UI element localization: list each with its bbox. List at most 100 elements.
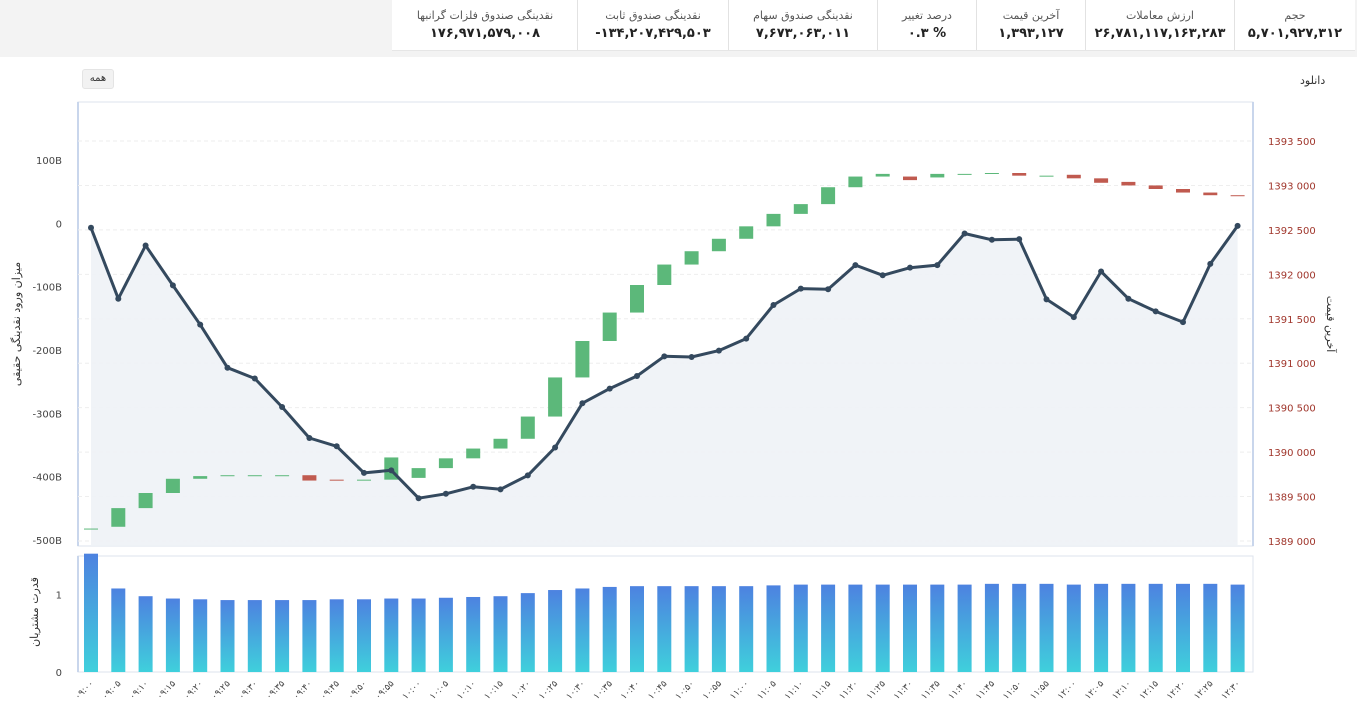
flow-point [988, 236, 995, 243]
buyer-power-bar [1148, 583, 1163, 672]
right-tick-label: 1393 500 [1268, 137, 1316, 148]
buyer-power-bar [903, 584, 917, 672]
left-tick-label: -300B [32, 409, 62, 420]
stat-label: نقدینگی صندوق فلزات گرانبها [416, 9, 554, 22]
x-tick-label: ۱۰:۲۵ [537, 679, 560, 702]
candle [275, 475, 290, 477]
candle [466, 448, 481, 459]
candle [302, 475, 317, 481]
candle [766, 213, 781, 227]
stat-equity-fund: نقدینگی صندوق سهام ۷,۶۷۳,۰۶۳,۰۱۱ [728, 0, 877, 50]
x-tick-label: ۰۹:۳۵ [264, 679, 287, 702]
right-tick-label: 1390 000 [1268, 448, 1316, 459]
candle [848, 176, 863, 188]
candle [1148, 185, 1163, 189]
candle [711, 238, 726, 252]
buyer-power-bar [957, 584, 972, 672]
buyer-power-bar [657, 586, 672, 672]
stat-label: حجم [1284, 9, 1306, 22]
x-tick-label: ۱۲:۰۵ [1083, 679, 1106, 702]
right-tick-label: 1389 000 [1268, 537, 1316, 548]
buyer-power-bar [302, 600, 317, 672]
buyer-power-bar [1039, 583, 1054, 672]
buyer-power-bar [1176, 583, 1190, 672]
stat-value: -۱۳۴,۲۰۷,۴۲۹,۵۰۳ [595, 26, 711, 41]
candle [84, 528, 98, 530]
x-tick-label: ۰۹:۲۵ [210, 679, 233, 702]
candle [411, 468, 426, 478]
flow-point [934, 262, 941, 269]
x-tick-label: ۰۹:۰۰ [73, 679, 96, 702]
x-tick-label: ۱۰:۴۵ [647, 679, 670, 702]
flow-point [797, 285, 804, 292]
x-tick-label: ۱۰:۱۵ [483, 679, 506, 702]
stat-label: درصد تغییر [902, 9, 952, 22]
candle [520, 416, 535, 439]
stat-metals-fund: نقدینگی صندوق فلزات گرانبها ۱۷۶,۹۷۱,۵۷۹,… [393, 0, 577, 50]
x-tick-label: ۱۰:۲۰ [510, 679, 533, 702]
left-tick-label: -100B [32, 283, 62, 294]
candle [1094, 178, 1109, 183]
flow-point [415, 495, 422, 502]
flow-point [1070, 314, 1077, 321]
buyer-power-bar [1066, 584, 1081, 672]
x-tick-label: ۰۹:۰۵ [101, 679, 124, 702]
flow-point [361, 469, 367, 476]
x-tick-label: ۱۱:۱۰ [783, 679, 806, 702]
x-tick-label: ۱۰:۵۵ [701, 679, 724, 702]
candle [575, 341, 590, 378]
right-tick-label: 1393 000 [1268, 181, 1316, 192]
stat-trade-value: ارزش معاملات ۲۶,۷۸۱,۱۱۷,۱۶۳,۲۸۳ [1085, 0, 1234, 50]
x-tick-label: ۱۱:۵۵ [1029, 679, 1052, 702]
x-tick-label: ۰۹:۵۰ [346, 679, 369, 702]
candle [493, 438, 508, 449]
bar-tick-label: 1 [56, 591, 62, 602]
right-tick-label: 1391 000 [1268, 359, 1316, 370]
buyer-power-bar [111, 588, 126, 672]
all-range-button[interactable]: همه [82, 69, 114, 89]
candle [930, 173, 945, 178]
flow-point [852, 262, 859, 269]
x-tick-label: ۱۰:۱۰ [455, 679, 478, 702]
buyer-power-bar [247, 600, 262, 672]
flow-point [606, 385, 613, 392]
candle [602, 312, 617, 341]
buyer-power-bar [766, 585, 781, 672]
flow-point [524, 472, 531, 479]
flow-point [1180, 319, 1186, 326]
flow-point [1125, 295, 1132, 302]
left-tick-label: 100B [36, 156, 62, 167]
flow-point [770, 302, 777, 309]
right-axis-label: آخرین قیمت [1324, 296, 1338, 354]
flow-point [1152, 308, 1159, 315]
buyer-power-bar [193, 599, 208, 672]
candle [220, 475, 235, 477]
x-tick-label: ۱۰:۳۰ [565, 679, 588, 702]
buyer-power-bar [329, 599, 344, 672]
stat-label: آخرین قیمت [1002, 9, 1060, 22]
download-link[interactable]: دانلود [1300, 74, 1326, 87]
right-tick-label: 1390 500 [1268, 404, 1316, 415]
buyer-power-bar [466, 596, 481, 672]
right-tick-label: 1389 500 [1268, 493, 1316, 504]
candle [684, 251, 699, 265]
buyer-power-bar [711, 586, 726, 672]
flow-point [197, 321, 204, 328]
flow-point [333, 443, 340, 450]
candle [1230, 195, 1245, 197]
candle [903, 176, 917, 181]
stat-value: ۲۶,۷۸۱,۱۱۷,۱۶۳,۲۸۳ [1094, 26, 1226, 41]
stat-change-percent: درصد تغییر ۰.۳ % [877, 0, 976, 50]
candle [821, 187, 836, 205]
x-tick-label: ۱۰:۳۵ [592, 679, 615, 702]
flow-point [634, 372, 640, 379]
candle [1039, 175, 1054, 177]
buyer-power-bar [1230, 584, 1245, 672]
x-tick-label: ۱۰:۵۰ [674, 679, 697, 702]
x-tick-label: ۰۹:۳۰ [237, 679, 260, 702]
candle [1176, 189, 1190, 193]
x-tick-label: ۱۱:۴۰ [947, 679, 970, 702]
buyer-power-bar [984, 583, 999, 672]
flow-point [879, 272, 886, 279]
right-tick-label: 1392 000 [1268, 270, 1316, 281]
